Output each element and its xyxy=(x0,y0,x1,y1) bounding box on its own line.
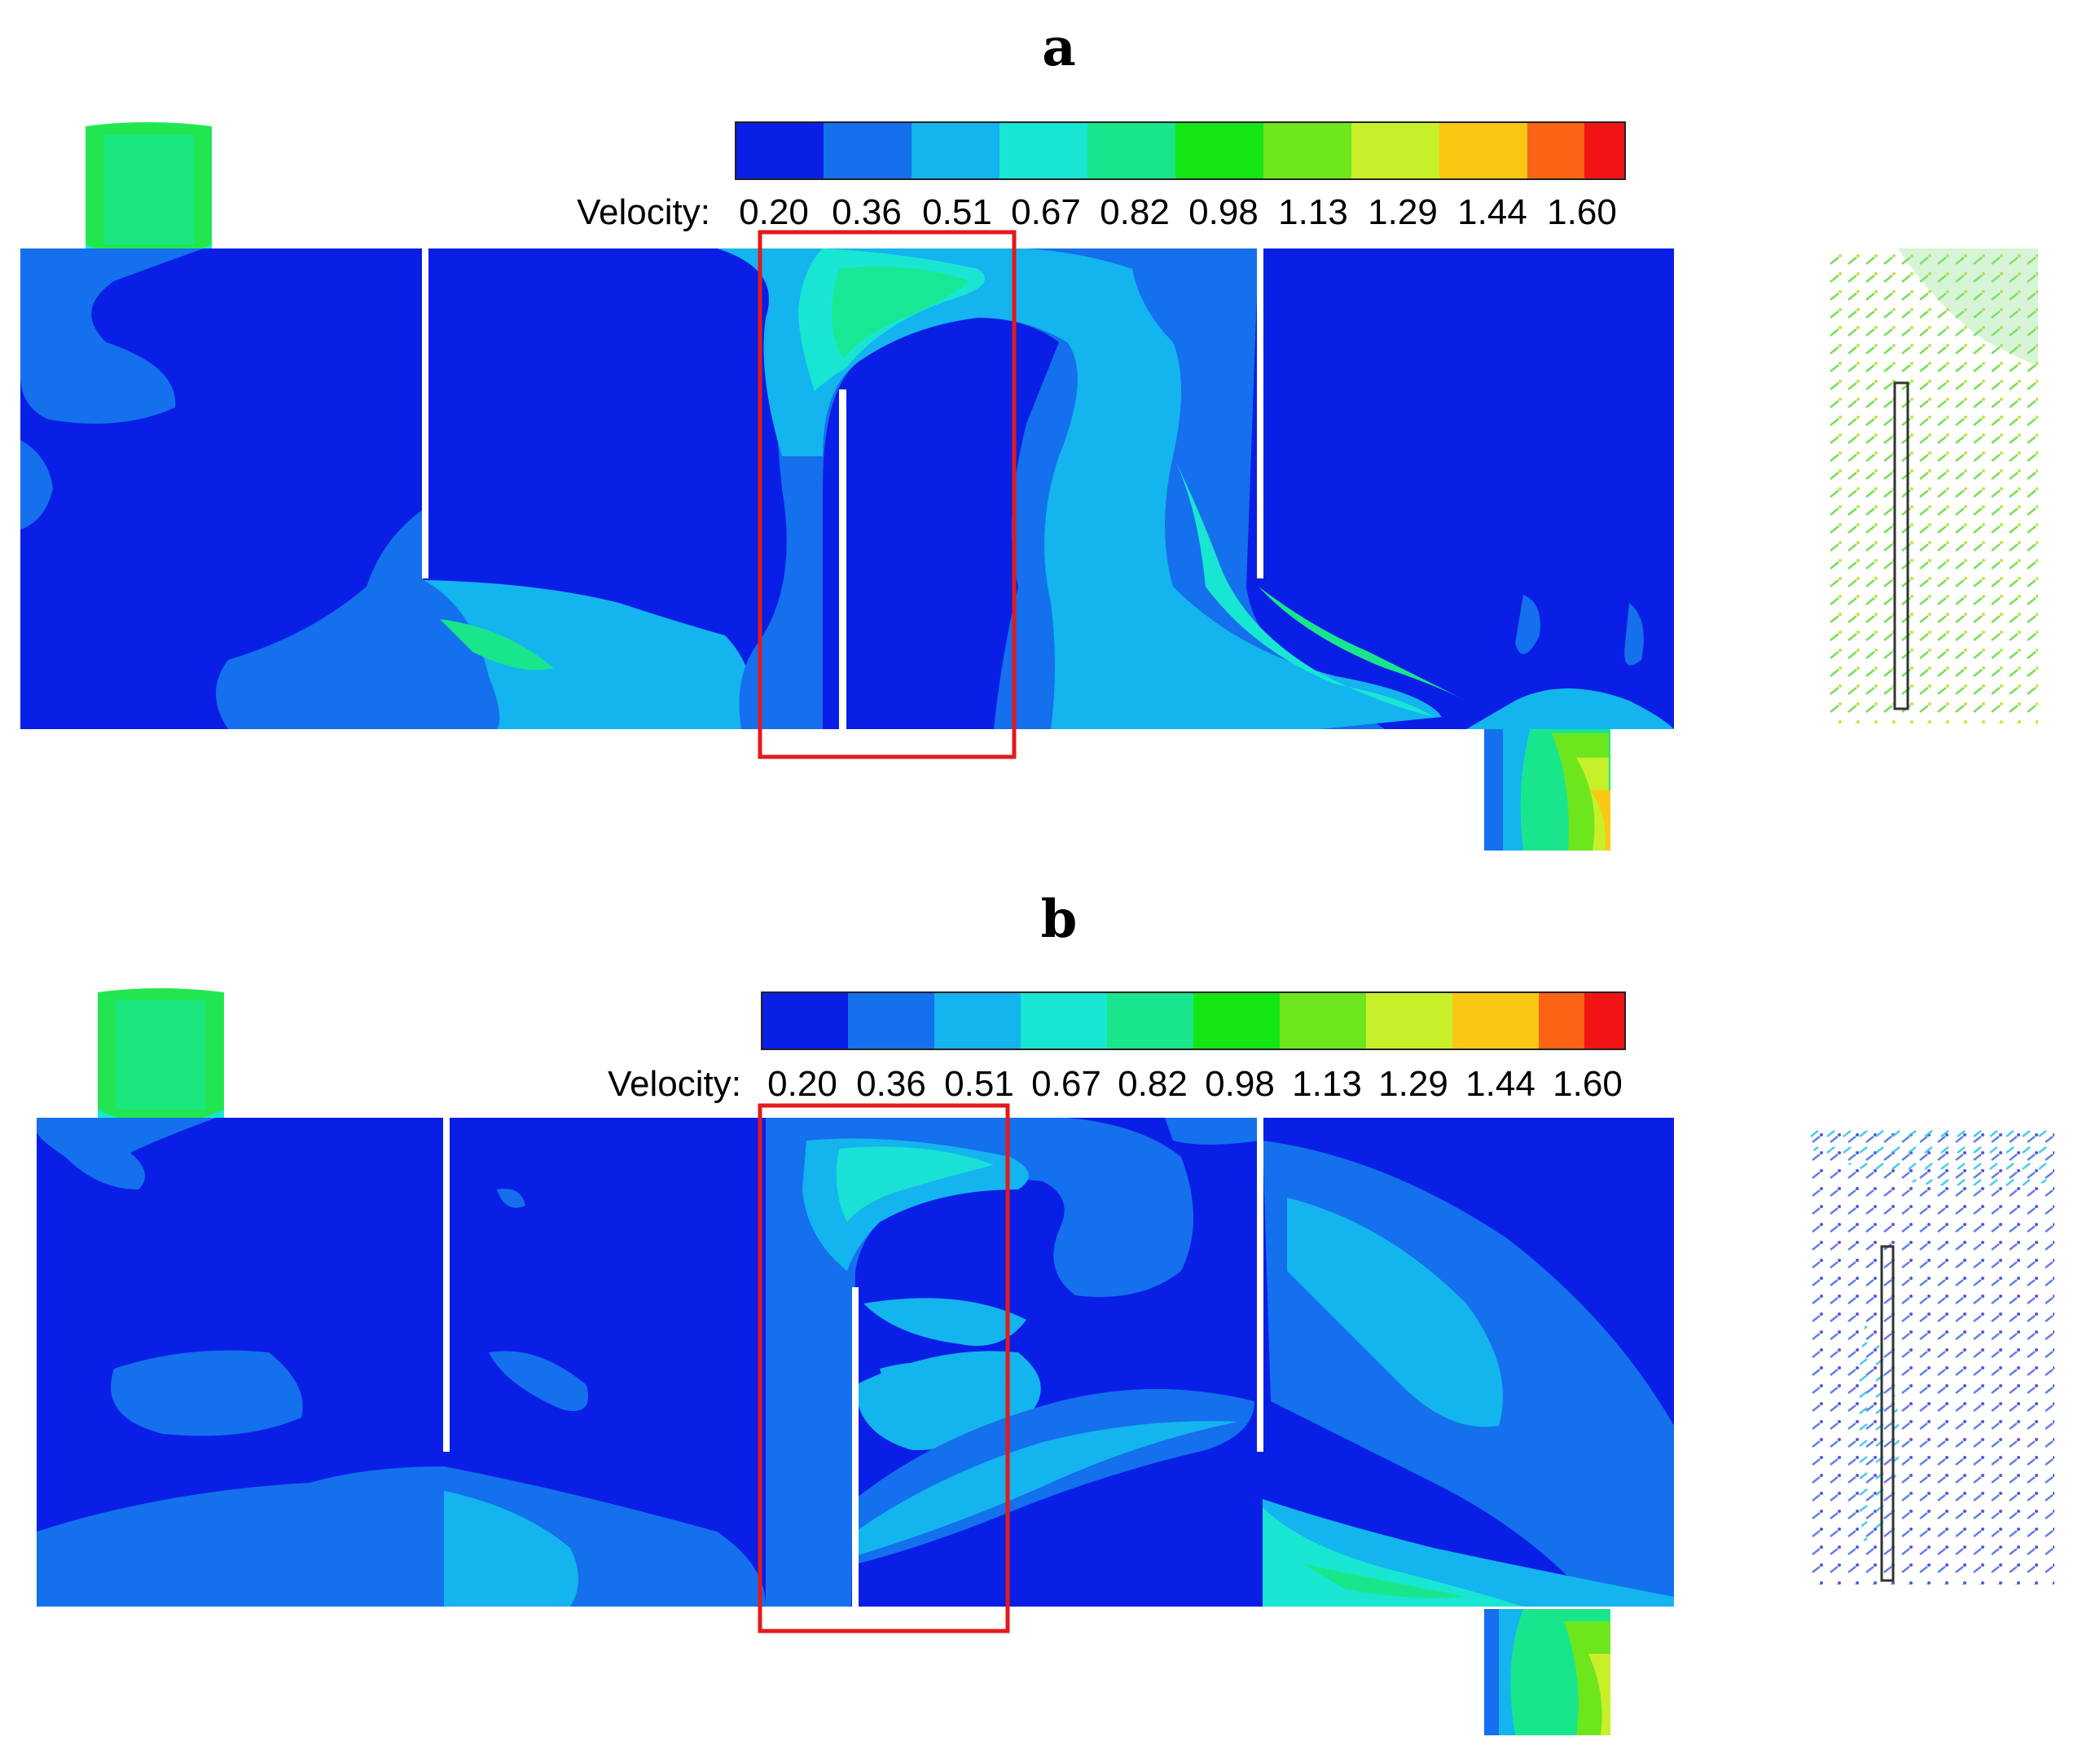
colorbar-b-frame xyxy=(761,991,1626,1050)
colorbar-a-frame xyxy=(735,121,1626,180)
colorbar-b-tick-2: 0.51 xyxy=(944,1064,1014,1104)
colorbar-b-tick-3: 0.67 xyxy=(1031,1064,1101,1104)
colorbar-a-swatch-8 xyxy=(1439,122,1527,179)
colorbar-a-swatch-7 xyxy=(1351,122,1439,179)
panel-b-outlet-pipe xyxy=(1484,1609,1610,1735)
colorbar-a-title: Velocity: xyxy=(577,192,710,232)
panel-a-colorbar: Velocity: 0.20 0.36 0.51 0.67 0.82 0.98 … xyxy=(577,121,1626,232)
panel-a-baffle-1 xyxy=(422,248,428,578)
colorbar-a-tick-8: 1.44 xyxy=(1457,192,1527,232)
colorbar-b-swatch-8 xyxy=(1452,992,1539,1049)
colorbar-b-tick-1: 0.36 xyxy=(856,1064,926,1104)
panel-a: a Velocity: 0.20 0.36 0.51 0.67 0.82 0.9… xyxy=(20,17,2038,851)
colorbar-b-tick-5: 0.98 xyxy=(1205,1064,1275,1104)
colorbar-a-tick-0: 0.20 xyxy=(739,192,809,232)
panel-b-label: b xyxy=(1041,889,1078,950)
colorbar-b-swatch-6 xyxy=(1280,992,1366,1049)
panel-a-vector-inset xyxy=(1826,248,2038,723)
panel-a-inlet-pipe xyxy=(86,122,212,259)
colorbar-b-tick-6: 1.13 xyxy=(1292,1064,1362,1104)
panel-a-velocity-contour xyxy=(20,248,1674,729)
colorbar-a-swatch-0 xyxy=(736,122,824,179)
colorbar-a-swatch-10 xyxy=(1584,122,1625,179)
panel-b-vector-inset xyxy=(1810,1128,2054,1585)
panel-a-baffle-2 xyxy=(839,389,846,729)
colorbar-a-tick-7: 1.29 xyxy=(1368,192,1438,232)
colorbar-a-tick-9: 1.60 xyxy=(1547,192,1617,232)
colorbar-b-tick-9: 1.60 xyxy=(1553,1064,1623,1104)
panel-b-baffle-2 xyxy=(852,1287,859,1607)
colorbar-b-swatch-3 xyxy=(1021,992,1107,1049)
colorbar-a-swatch-3 xyxy=(999,122,1087,179)
colorbar-b-swatch-10 xyxy=(1584,992,1625,1049)
colorbar-a-swatch-4 xyxy=(1087,122,1175,179)
colorbar-b-swatch-5 xyxy=(1193,992,1280,1049)
colorbar-b-tick-4: 0.82 xyxy=(1118,1064,1188,1104)
colorbar-a-swatch-6 xyxy=(1263,122,1351,179)
colorbar-a-swatch-5 xyxy=(1175,122,1263,179)
panel-b-baffle-3 xyxy=(1257,1118,1263,1452)
colorbar-a-swatch-2 xyxy=(912,122,999,179)
colorbar-a-tick-6: 1.13 xyxy=(1278,192,1348,232)
colorbar-a-tick-5: 0.98 xyxy=(1188,192,1259,232)
colorbar-b-tick-7: 1.29 xyxy=(1378,1064,1448,1104)
panel-b-inlet-pipe xyxy=(98,988,224,1124)
colorbar-a-tick-2: 0.51 xyxy=(922,192,992,232)
colorbar-b-title: Velocity: xyxy=(608,1064,741,1104)
colorbar-b-tick-8: 1.44 xyxy=(1465,1064,1535,1104)
colorbar-b-swatch-0 xyxy=(762,992,848,1049)
colorbar-b-swatch-7 xyxy=(1366,992,1452,1049)
panel-b-colorbar: Velocity: 0.20 0.36 0.51 0.67 0.82 0.98 … xyxy=(608,991,1626,1104)
panel-a-highlight-box xyxy=(758,230,1017,759)
colorbar-b-swatch-1 xyxy=(848,992,934,1049)
colorbar-a-tick-4: 0.82 xyxy=(1100,192,1170,232)
colorbar-a-tick-1: 0.36 xyxy=(832,192,902,232)
colorbar-b-swatch-4 xyxy=(1107,992,1193,1049)
panel-a-baffle-3 xyxy=(1257,248,1263,578)
panel-b: b Velocity: 0.20 0.36 0.51 0.67 0.82 0.9… xyxy=(37,889,2054,1735)
panel-a-outlet-pipe xyxy=(1484,725,1610,851)
panel-b-highlight-box xyxy=(758,1103,1010,1633)
panel-b-baffle-1 xyxy=(443,1118,450,1452)
colorbar-a-tick-3: 0.67 xyxy=(1011,192,1081,232)
colorbar-b-swatch-2 xyxy=(934,992,1021,1049)
panel-a-label: a xyxy=(1042,17,1075,78)
colorbar-b-tick-0: 0.20 xyxy=(767,1064,837,1104)
colorbar-a-swatch-1 xyxy=(824,122,912,179)
